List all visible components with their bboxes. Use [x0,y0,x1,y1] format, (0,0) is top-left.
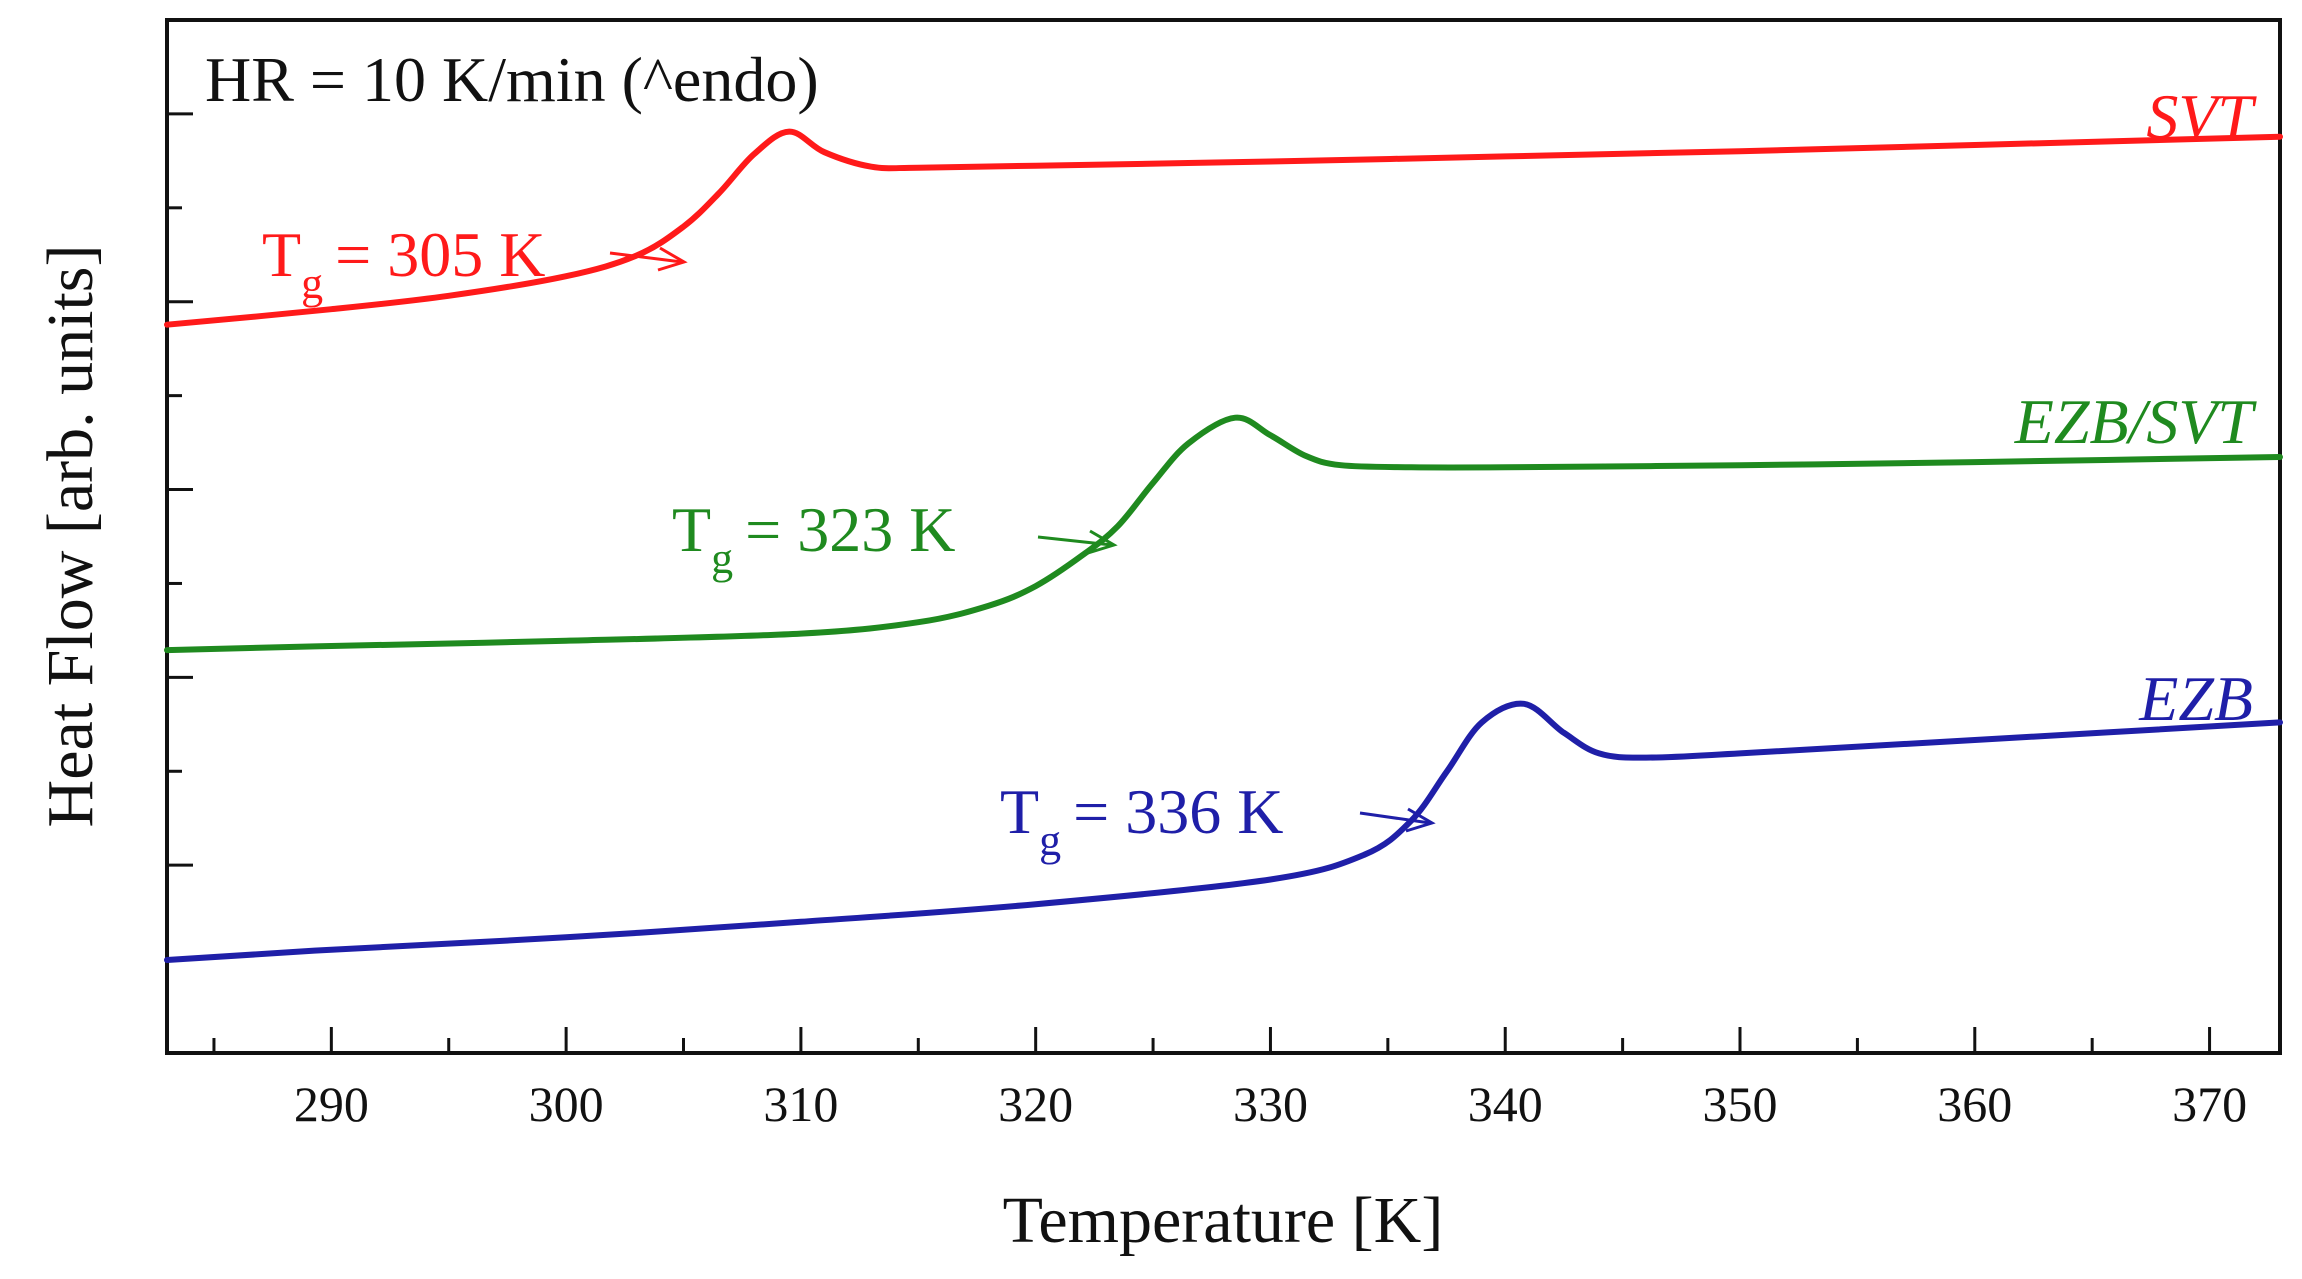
tg-arrow-ezb [1359,811,1431,825]
tg-arrowhead-svt [657,246,688,272]
x-tick-label: 340 [1468,1076,1543,1132]
x-tick-label: 370 [2172,1076,2247,1132]
series-label-ezb-svt: EZB/SVT [2014,386,2258,457]
x-tick-label: 300 [529,1076,604,1132]
x-axis-title: Temperature [K] [1003,1184,1444,1257]
x-axis-tick-labels: 290 300 310 320 330 340 350 360 370 [294,1076,2247,1132]
plot-frame [165,18,2282,1055]
tg-subscript-ezb: g [1039,816,1061,865]
svg-text:Tg= 336 K: Tg = 336 K [1000,776,1283,865]
series-label-ezb: EZB [2138,663,2253,734]
series-line-ezb-svt [164,414,2283,654]
tg-annotation-svt: Tg = 305 K [262,219,688,308]
tg-symbol-ezb: T [1000,776,1039,847]
series-label-svt: SVT [2146,81,2257,152]
svg-text:Tg= 323 K: Tg = 323 K [672,494,955,583]
tg-annotation-ezb: Tg = 336 K [1000,776,1436,865]
x-tick-label: 320 [998,1076,1073,1132]
tg-arrow-svt [609,251,683,264]
tg-symbol-ezb-svt: T [672,494,711,565]
series-line-svt [164,128,2283,328]
tg-symbol-svt: T [262,219,301,290]
heating-rate-annotation: HR = 10 K/min (^endo) [205,44,819,115]
tg-arrowhead-ezb-svt [1087,529,1118,555]
x-tick-label: 350 [1703,1076,1778,1132]
x-tick-label: 330 [1233,1076,1308,1132]
svg-text:Tg= 305 K: Tg = 305 K [262,219,545,308]
tg-arrow-ezb-svt [1037,535,1113,547]
tg-value-ezb-svt: = 323 K [745,494,955,565]
tg-annotation-ezb-svt: Tg = 323 K [672,494,1118,583]
tg-value-svt: = 305 K [335,219,545,290]
y-axis-ticks [167,112,193,961]
tg-subscript-svt: g [301,259,323,308]
tg-subscript-ezb-svt: g [711,534,733,583]
x-tick-label: 290 [294,1076,369,1132]
y-axis-title: Heat Flow [arb. units] [34,245,107,828]
x-tick-label: 310 [763,1076,838,1132]
tg-value-ezb: = 336 K [1073,776,1283,847]
tg-arrowhead-ezb [1405,807,1436,833]
x-axis-ticks [212,1027,2212,1053]
x-tick-label: 360 [1937,1076,2012,1132]
